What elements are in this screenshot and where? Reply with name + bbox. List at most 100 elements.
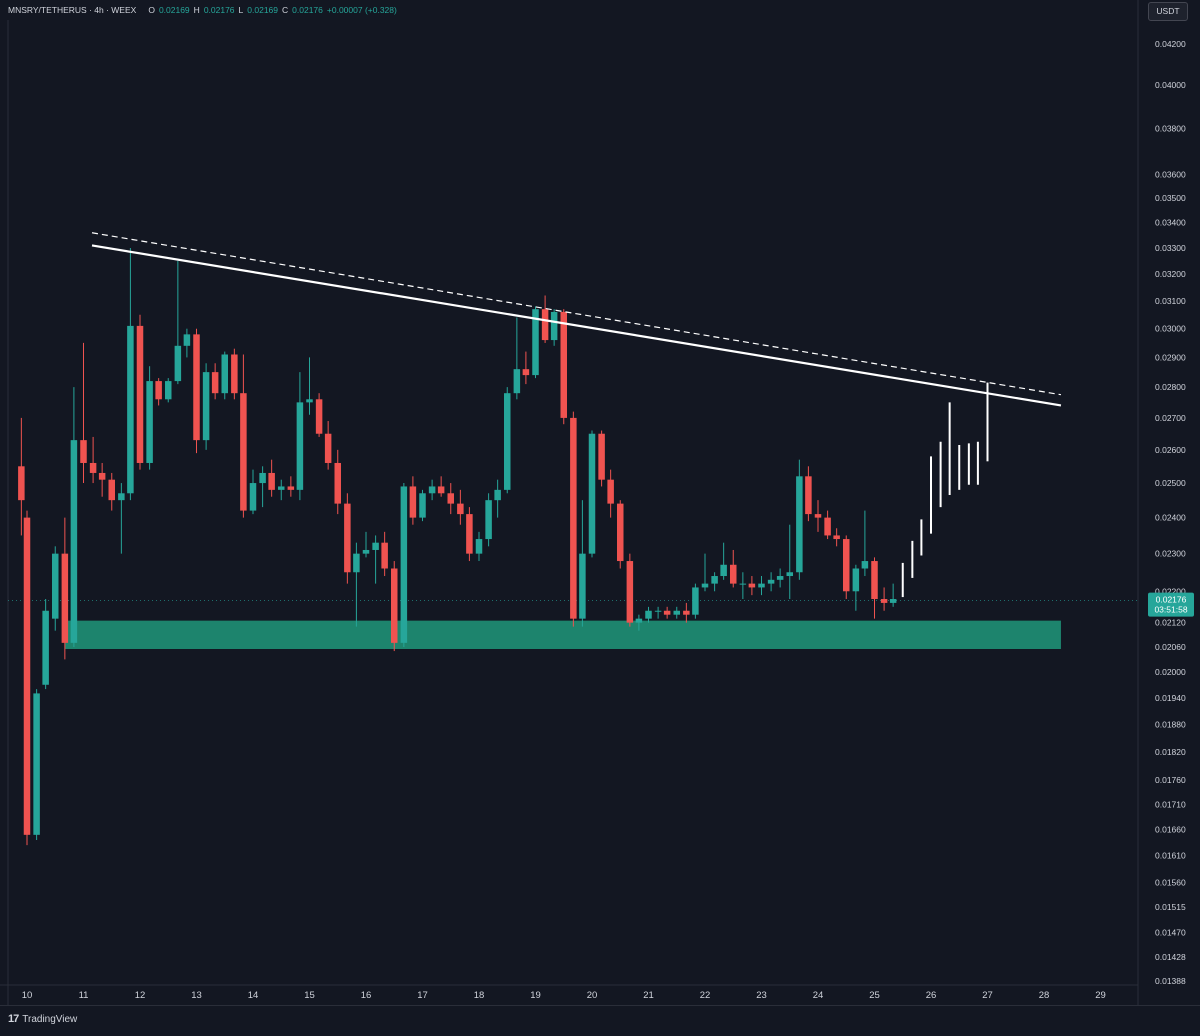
candle-body [306, 399, 313, 403]
candle-body [391, 568, 398, 643]
candle-body [296, 402, 304, 490]
y-tick-label: 0.03100 [1155, 296, 1186, 306]
candle-body [80, 440, 87, 463]
candle-body [183, 334, 191, 346]
y-tick-label: 0.01388 [1155, 976, 1186, 986]
candle-body [249, 483, 257, 511]
tradingview-mark-icon: 17 [8, 1013, 19, 1025]
x-tick-label: 27 [982, 990, 993, 1001]
x-tick-label: 11 [79, 990, 89, 1001]
candle-body [118, 493, 125, 501]
y-tick-label: 0.02600 [1155, 445, 1186, 455]
candle-body [560, 311, 567, 418]
candle-body [786, 572, 793, 577]
open-value: 0.02169 [158, 5, 190, 15]
candle-body [52, 553, 59, 619]
candle-body [522, 369, 530, 376]
candle-body [231, 354, 238, 394]
candle-body [447, 493, 454, 504]
y-tick-label: 0.02500 [1155, 478, 1186, 488]
candle-body [541, 309, 549, 341]
x-tick-label: 21 [643, 990, 654, 1001]
candle-body [796, 476, 803, 573]
open-label: O [148, 5, 155, 15]
y-tick-label: 0.01880 [1155, 719, 1186, 729]
support-zone [64, 620, 1061, 650]
y-tick-label: 0.01610 [1155, 851, 1186, 861]
low-value: 0.02169 [247, 5, 279, 15]
y-tick-label: 0.01820 [1155, 747, 1186, 757]
x-tick-label: 18 [474, 990, 485, 1001]
candle-body [475, 539, 483, 554]
candle-body [287, 486, 295, 490]
x-tick-label: 13 [191, 990, 202, 1001]
y-tick-label: 0.01710 [1155, 800, 1186, 810]
last-price-timer: 03:51:58 [1154, 605, 1187, 615]
candle-body [221, 354, 228, 394]
x-tick-label: 25 [869, 990, 880, 1001]
x-tick-label: 22 [700, 990, 711, 1001]
candle-body [127, 325, 134, 494]
x-tick-label: 28 [1039, 990, 1050, 1001]
x-tick-label: 23 [756, 990, 767, 1001]
x-tick-label: 14 [248, 990, 259, 1001]
candle-body [466, 514, 473, 554]
candle-body [889, 599, 897, 603]
candle-body [861, 561, 869, 569]
y-tick-label: 0.02300 [1155, 549, 1186, 559]
candle-body [767, 579, 775, 584]
candle-body [353, 553, 360, 573]
last-price-tag [1148, 592, 1194, 617]
x-tick-label: 10 [22, 990, 33, 1001]
candle-body [202, 372, 210, 441]
candle-body [278, 486, 285, 490]
candle-body [504, 393, 511, 490]
tradingview-brand: TradingView [22, 1013, 78, 1025]
symbol-title[interactable]: MNSRY/TETHERUS · 4h · WEEX [8, 5, 137, 15]
y-tick-label: 0.03600 [1155, 169, 1186, 179]
candle-body [259, 472, 266, 484]
candle-body [758, 583, 765, 588]
y-tick-label: 0.02000 [1155, 667, 1186, 677]
x-tick-label: 12 [135, 990, 146, 1001]
candle-body [437, 486, 445, 494]
candle-body [579, 553, 586, 619]
x-tick-label: 17 [417, 990, 428, 1001]
y-tick-label: 0.04000 [1155, 80, 1186, 90]
change-value: +0.00007 (+0.328) [326, 5, 397, 15]
candle-body [174, 345, 182, 382]
candle-body [645, 610, 652, 619]
candle-body [42, 610, 49, 685]
x-tick-label: 16 [361, 990, 372, 1001]
candle-body [739, 583, 747, 585]
candle-body [550, 311, 558, 341]
candle-body [146, 381, 153, 463]
candle-body [833, 535, 840, 540]
candle-body [617, 503, 624, 562]
candle-body [701, 583, 709, 588]
candle-body [570, 417, 577, 619]
y-tick-label: 0.01760 [1155, 775, 1186, 785]
candle-body [334, 462, 341, 504]
close-value: 0.02176 [292, 5, 323, 15]
y-tick-label: 0.02400 [1155, 513, 1186, 523]
y-tick-label: 0.03800 [1155, 124, 1186, 134]
high-value: 0.02176 [203, 5, 235, 15]
candle-body [372, 542, 379, 550]
y-tick-label: 0.01560 [1155, 877, 1186, 887]
candle-body [598, 433, 605, 480]
y-tick-label: 0.03500 [1155, 193, 1186, 203]
candle-body [673, 610, 680, 615]
candle-body [776, 576, 784, 580]
candle-body [607, 479, 614, 504]
y-tick-label: 0.03200 [1155, 269, 1186, 279]
candle-body [711, 576, 718, 584]
tradingview-logo[interactable]: 17 TradingView [8, 1013, 77, 1025]
candle-body [419, 493, 426, 518]
x-tick-label: 20 [587, 990, 598, 1001]
symbol-header: MNSRY/TETHERUS · 4h · WEEX O 0.02169 H 0… [8, 3, 397, 17]
currency-selector[interactable]: USDT [1148, 2, 1188, 21]
